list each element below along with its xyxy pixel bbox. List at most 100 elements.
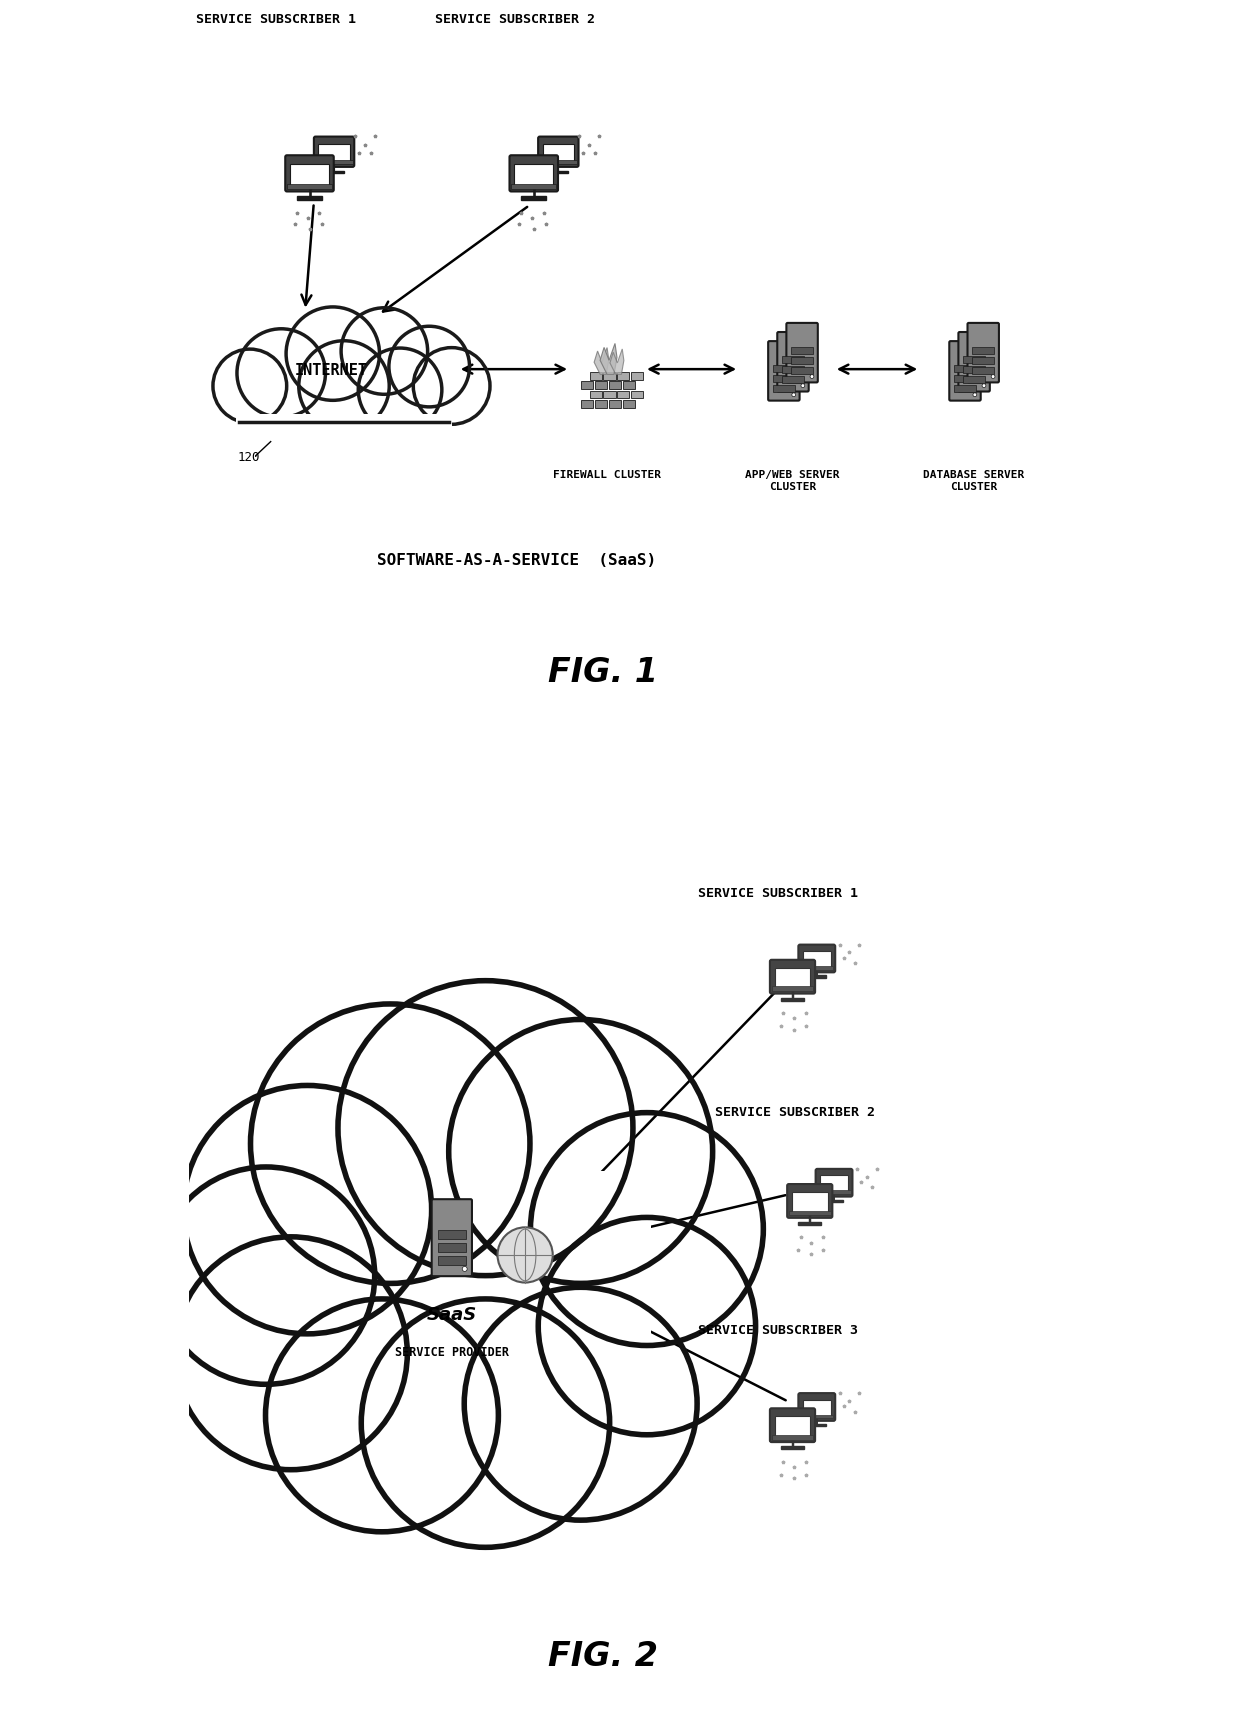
Bar — [820, 1175, 848, 1192]
Bar — [237, 373, 451, 424]
Circle shape — [991, 374, 994, 378]
Text: 120: 120 — [238, 452, 260, 464]
Bar — [622, 381, 635, 390]
Circle shape — [250, 1004, 529, 1283]
Circle shape — [237, 329, 325, 417]
Bar — [773, 366, 795, 373]
Bar — [237, 414, 451, 435]
Circle shape — [339, 980, 632, 1276]
Bar — [800, 966, 833, 969]
FancyBboxPatch shape — [777, 331, 808, 392]
Circle shape — [184, 1085, 432, 1333]
Bar — [298, 197, 322, 200]
Circle shape — [286, 307, 379, 400]
Bar — [817, 1190, 851, 1194]
Bar — [622, 400, 635, 409]
FancyBboxPatch shape — [432, 1199, 472, 1276]
Circle shape — [361, 1299, 610, 1547]
Bar — [807, 1423, 826, 1427]
Bar — [781, 999, 804, 1000]
Text: SERVICE SUBSCRIBER 1: SERVICE SUBSCRIBER 1 — [698, 887, 858, 900]
Bar — [799, 1223, 821, 1225]
Bar — [604, 373, 615, 380]
Circle shape — [358, 348, 441, 431]
Bar — [802, 950, 831, 968]
Bar — [543, 143, 574, 162]
Bar — [789, 1211, 831, 1214]
Text: SERVICE SUBSCRIBER 3: SERVICE SUBSCRIBER 3 — [698, 1325, 858, 1337]
Text: SERVICE SUBSCRIBER 2: SERVICE SUBSCRIBER 2 — [715, 1106, 875, 1120]
Circle shape — [801, 383, 805, 388]
Bar — [324, 171, 345, 172]
FancyBboxPatch shape — [768, 342, 800, 400]
Text: SaaS: SaaS — [427, 1306, 477, 1325]
FancyBboxPatch shape — [786, 323, 818, 383]
Circle shape — [175, 1237, 407, 1470]
Bar — [791, 357, 813, 364]
Bar — [618, 390, 630, 398]
Bar — [590, 373, 601, 380]
Bar — [972, 357, 994, 364]
Bar — [802, 1399, 831, 1416]
Text: DATABASE SERVER
CLUSTER: DATABASE SERVER CLUSTER — [923, 469, 1024, 492]
Bar — [955, 385, 976, 392]
Circle shape — [792, 393, 796, 397]
Bar — [539, 160, 577, 164]
Circle shape — [464, 1287, 697, 1520]
Text: SERVICE SUBSCRIBER 2: SERVICE SUBSCRIBER 2 — [434, 14, 594, 26]
Circle shape — [463, 1266, 467, 1271]
Circle shape — [413, 348, 490, 424]
Bar — [316, 160, 352, 164]
Circle shape — [157, 1166, 374, 1383]
Bar — [800, 1414, 833, 1418]
Bar — [521, 197, 546, 200]
Bar — [955, 374, 976, 381]
Bar — [290, 164, 329, 186]
FancyBboxPatch shape — [959, 331, 990, 392]
Circle shape — [973, 393, 977, 397]
Circle shape — [810, 374, 813, 378]
Text: SOFTWARE-AS-A-SERVICE  (SaaS): SOFTWARE-AS-A-SERVICE (SaaS) — [377, 554, 656, 568]
FancyBboxPatch shape — [314, 136, 355, 167]
Circle shape — [538, 1218, 755, 1435]
Bar — [807, 975, 826, 978]
Bar — [604, 390, 615, 398]
FancyBboxPatch shape — [538, 136, 579, 167]
Bar — [511, 185, 557, 190]
Bar — [548, 171, 568, 172]
Text: INTERNET: INTERNET — [295, 364, 367, 378]
FancyBboxPatch shape — [950, 342, 981, 400]
Bar — [590, 390, 601, 398]
Bar — [438, 1244, 466, 1252]
Bar — [963, 355, 985, 362]
Bar — [286, 185, 332, 190]
Circle shape — [341, 307, 428, 395]
Bar — [595, 381, 608, 390]
Circle shape — [531, 1113, 764, 1346]
Bar — [595, 400, 608, 409]
Circle shape — [497, 1228, 553, 1283]
Bar — [631, 373, 644, 380]
Circle shape — [389, 326, 470, 407]
Circle shape — [213, 348, 286, 423]
FancyBboxPatch shape — [816, 1170, 852, 1197]
FancyBboxPatch shape — [510, 155, 558, 191]
Bar — [609, 381, 621, 390]
Circle shape — [265, 1299, 498, 1532]
Bar — [438, 1230, 466, 1239]
FancyBboxPatch shape — [799, 1394, 836, 1421]
Bar — [963, 366, 985, 373]
Bar — [438, 1256, 466, 1264]
Polygon shape — [594, 348, 609, 374]
FancyBboxPatch shape — [799, 945, 836, 973]
Text: FIG. 1: FIG. 1 — [548, 656, 657, 690]
Bar — [972, 367, 994, 374]
FancyBboxPatch shape — [967, 323, 999, 383]
Text: SERVICE PROVIDER: SERVICE PROVIDER — [394, 1346, 508, 1359]
Bar — [775, 1416, 810, 1437]
Bar — [773, 374, 795, 381]
Polygon shape — [600, 343, 618, 374]
Bar — [792, 1192, 827, 1213]
Circle shape — [449, 1019, 713, 1283]
Circle shape — [299, 342, 389, 431]
